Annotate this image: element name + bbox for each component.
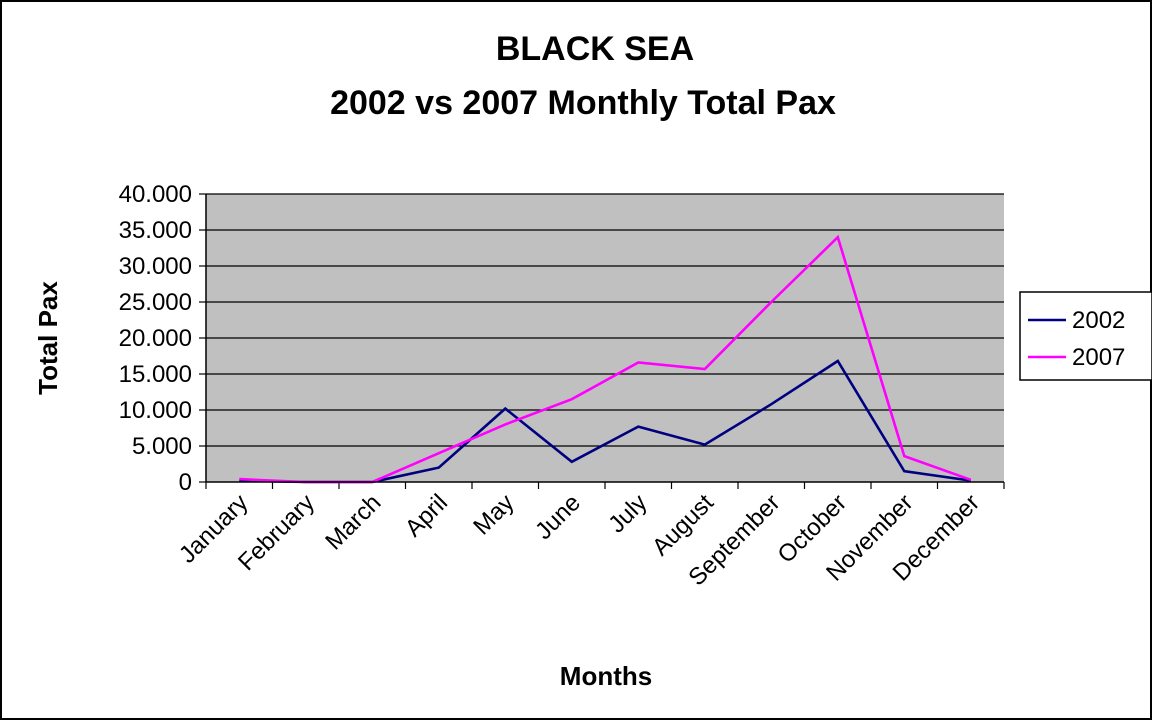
- y-tick-label: 10.000: [119, 397, 192, 424]
- legend-label-2007: 2007: [1072, 344, 1125, 371]
- y-axis-title: Total Pax: [33, 281, 63, 395]
- y-tick-label: 40.000: [119, 181, 192, 208]
- y-tick-label: 25.000: [119, 289, 192, 316]
- x-axis-title: Months: [560, 661, 652, 691]
- y-tick-label: 20.000: [119, 325, 192, 352]
- gridlines: [206, 193, 1004, 447]
- legend-label-2002: 2002: [1072, 307, 1125, 334]
- y-tick-label: 15.000: [119, 361, 192, 388]
- y-tick-label: 0: [179, 469, 192, 496]
- y-tick-label: 30.000: [119, 253, 192, 280]
- legend-box: [1019, 291, 1152, 381]
- legend: 2002 2007: [1019, 291, 1152, 381]
- y-axis-ticks: 0 5.000 10.000 15.000 20.000 25.000 30.000 35.0…: [119, 181, 206, 496]
- chart-subtitle: 2002 vs 2007 Monthly Total Pax: [330, 84, 836, 122]
- chart-title: BLACK SEA: [496, 30, 694, 68]
- y-tick-label: 35.000: [119, 217, 192, 244]
- y-tick-label: 5.000: [132, 433, 192, 460]
